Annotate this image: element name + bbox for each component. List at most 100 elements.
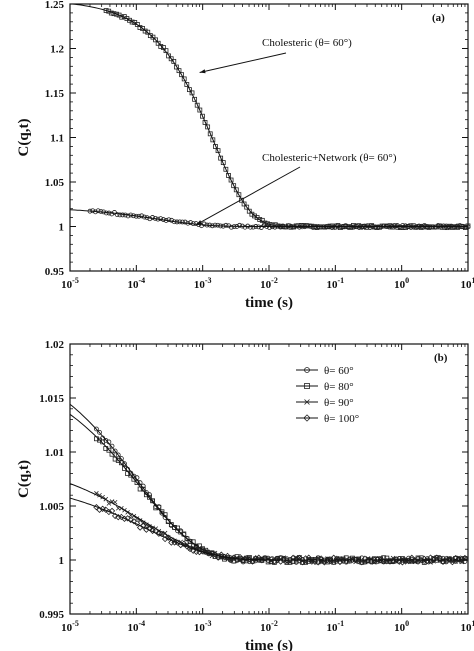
series-3 [69,483,468,565]
x-axis-title: time (s) [245,295,293,311]
data-point [242,224,248,230]
data-point [106,447,112,453]
data-point [452,224,457,230]
x-tick-base: 10 [461,279,473,291]
data-point [165,534,172,541]
data-point [249,558,256,565]
data-point [93,426,99,432]
x-tick-label: 10-5 [61,619,79,634]
data-point [362,223,368,229]
y-tick-label: 1.01 [45,447,64,459]
data-point [272,224,278,230]
x-tick-label: 101 [461,619,474,634]
data-point [224,552,231,560]
data-point [333,555,341,562]
x-tick-base: 10 [61,279,73,291]
legend-marker [304,367,310,373]
data-point [114,212,120,217]
data-point [166,53,171,59]
y-tick-label: 0.95 [45,266,65,278]
series-1 [69,403,468,565]
data-point [134,516,140,521]
x-tick-exponent: -1 [337,276,344,285]
data-point [329,225,335,230]
data-point [114,11,119,17]
data-point [403,223,408,229]
data-point [411,557,419,564]
data-point [439,558,447,566]
data-point [257,217,263,222]
data-point [173,64,179,70]
data-point [130,518,138,525]
series-2 [69,208,471,230]
data-point [118,460,124,466]
data-point [261,555,269,562]
annotation-label: Cholesteric+Network (θ= 60°) [262,152,397,164]
data-point [109,443,115,449]
legend-item: θ= 80° [296,381,354,393]
data-point [192,96,198,102]
data-point [221,553,228,561]
data-point [202,120,208,125]
data-point [277,224,283,230]
data-point [356,225,362,230]
data-point [205,549,212,556]
data-point [421,555,428,563]
data-point [168,522,174,527]
data-point [461,554,469,562]
data-point [168,56,174,62]
data-point [112,448,118,454]
data-point [392,223,397,229]
data-point [305,223,310,229]
data-point [218,551,225,558]
y-tick-label: 1.005 [39,501,64,513]
data-point [187,539,193,544]
x-tick-exponent: -4 [138,619,145,628]
data-point [127,516,134,524]
data-point [294,223,300,229]
data-point [139,213,145,219]
data-point [371,556,378,563]
data-point [264,557,272,564]
data-point [122,461,127,467]
data-point [261,223,267,228]
data-point [200,113,205,119]
data-point [359,224,365,230]
data-point [244,204,250,210]
data-point [172,525,177,530]
data-point [413,224,419,230]
data-point [408,223,414,229]
x-tick-label: 10-3 [194,276,212,291]
data-point [184,82,190,87]
legend: θ= 60° θ= 80° θ= 90° θ= 100° [296,365,359,425]
data-point [158,44,164,49]
x-tick-base: 10 [127,622,139,634]
data-point [137,518,143,523]
data-point [452,554,459,562]
data-point [246,556,253,563]
x-tick-exponent: -1 [337,619,344,628]
data-point [411,224,417,230]
annotation-arrow [195,166,301,226]
data-point [201,221,207,227]
data-point [181,76,187,82]
data-point [176,68,182,74]
data-point [215,222,221,228]
x-tick-exponent: 0 [405,619,409,628]
x-tick-exponent: -4 [138,276,145,285]
data-point [131,476,137,482]
x-tick-label: 100 [394,619,409,634]
data-point [335,223,340,229]
x-tick-exponent: -2 [271,619,278,628]
data-point [377,556,384,563]
data-point [367,225,373,230]
data-point [457,223,463,228]
data-point [122,466,127,471]
fit-curve [69,209,468,227]
data-point [194,102,200,108]
legend-marker [304,383,310,389]
annotation-arrowhead [196,220,203,225]
data-point [184,536,190,542]
x-tick-base: 10 [260,622,272,634]
